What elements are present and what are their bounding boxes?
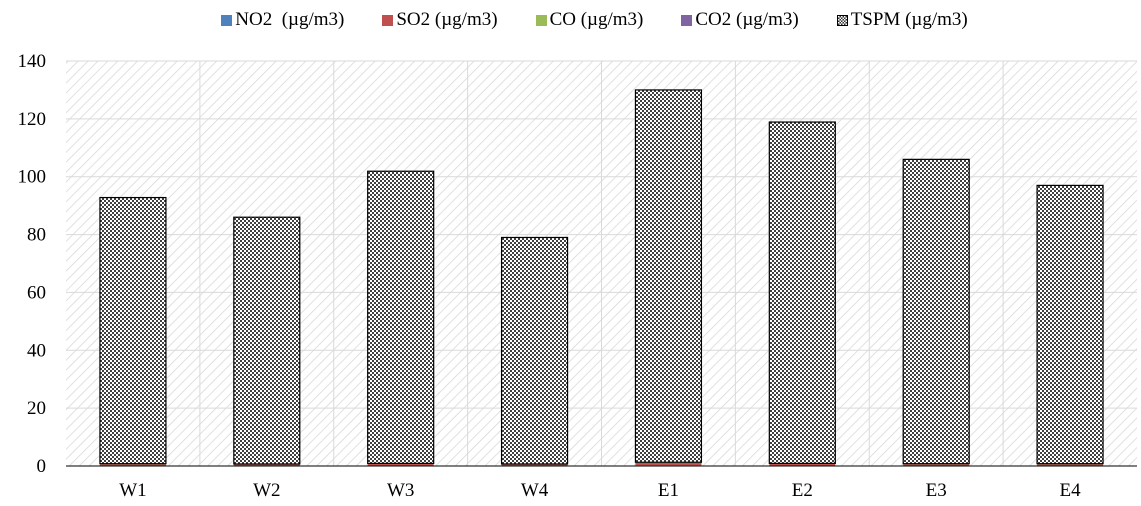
bar-segment: [635, 462, 702, 466]
legend-swatch: [681, 14, 693, 26]
bar-segment: [99, 464, 166, 466]
x-tick-label: W4: [521, 480, 549, 501]
y-tick-label: 20: [27, 398, 46, 419]
legend-label: SO2 (µg/m3): [396, 9, 498, 30]
y-tick-label: 0: [37, 456, 47, 477]
x-tick-label: W3: [387, 480, 414, 501]
x-tick-label: W2: [253, 480, 280, 501]
bar-segment: [1036, 184, 1104, 465]
legend-swatch: [836, 14, 848, 26]
bar-stack-w3: [367, 170, 435, 466]
y-tick-label: 100: [18, 167, 47, 188]
x-tick-label: E2: [792, 480, 813, 501]
bar-stack-e3: [902, 158, 970, 466]
bar-segment: [501, 464, 568, 466]
legend-swatch: [382, 14, 394, 26]
x-tick-label: E1: [658, 480, 679, 501]
bar-stack-w2: [233, 216, 301, 466]
y-tick-label: 80: [27, 225, 46, 246]
legend-item: CO2 (µg/m3): [681, 6, 799, 34]
bar-stack-w1: [99, 196, 167, 466]
bar-segment: [233, 216, 301, 465]
bar-stack-e1: [634, 89, 703, 466]
bar-segment: [634, 89, 703, 463]
bar-segment: [769, 463, 836, 466]
legend-item: TSPM (µg/m3): [836, 6, 968, 34]
bar-segment: [902, 158, 970, 465]
bar-segment: [367, 463, 434, 466]
x-tick-label: E3: [926, 480, 947, 501]
legend-label: TSPM (µg/m3): [850, 9, 968, 30]
y-tick-label: 60: [27, 282, 46, 303]
legend-item: NO2 (µg/m3): [221, 6, 344, 34]
x-tick-label: E4: [1060, 480, 1082, 501]
bar-segment: [233, 464, 300, 466]
legend-label: CO2 (µg/m3): [695, 9, 799, 30]
legend-label: CO (µg/m3): [549, 9, 644, 30]
legend-label: NO2 (µg/m3): [235, 9, 345, 30]
bar-segment: [99, 196, 167, 465]
bar-stack-w4: [500, 236, 569, 466]
y-tick-label: 40: [27, 340, 46, 361]
x-tick-label: W1: [119, 480, 146, 501]
y-tick-label: 120: [18, 109, 47, 130]
bar-segment: [903, 464, 970, 466]
bar-segment: [500, 236, 569, 465]
legend-swatch: [221, 14, 233, 26]
legend-swatch: [535, 14, 547, 26]
chart-legend: NO2 (µg/m3) SO2 (µg/m3) CO (µg/m3) CO2 (µg/…: [0, 6, 1141, 34]
bar-stack-e2: [768, 121, 836, 466]
bar-segment: [367, 170, 435, 464]
legend-item: CO (µg/m3): [535, 6, 644, 34]
bar-segment: [1037, 464, 1104, 466]
y-tick-label: 140: [18, 51, 47, 72]
legend-item: SO2 (µg/m3): [382, 6, 498, 34]
bar-segment: [768, 121, 836, 464]
bar-stack-e4: [1036, 184, 1104, 466]
